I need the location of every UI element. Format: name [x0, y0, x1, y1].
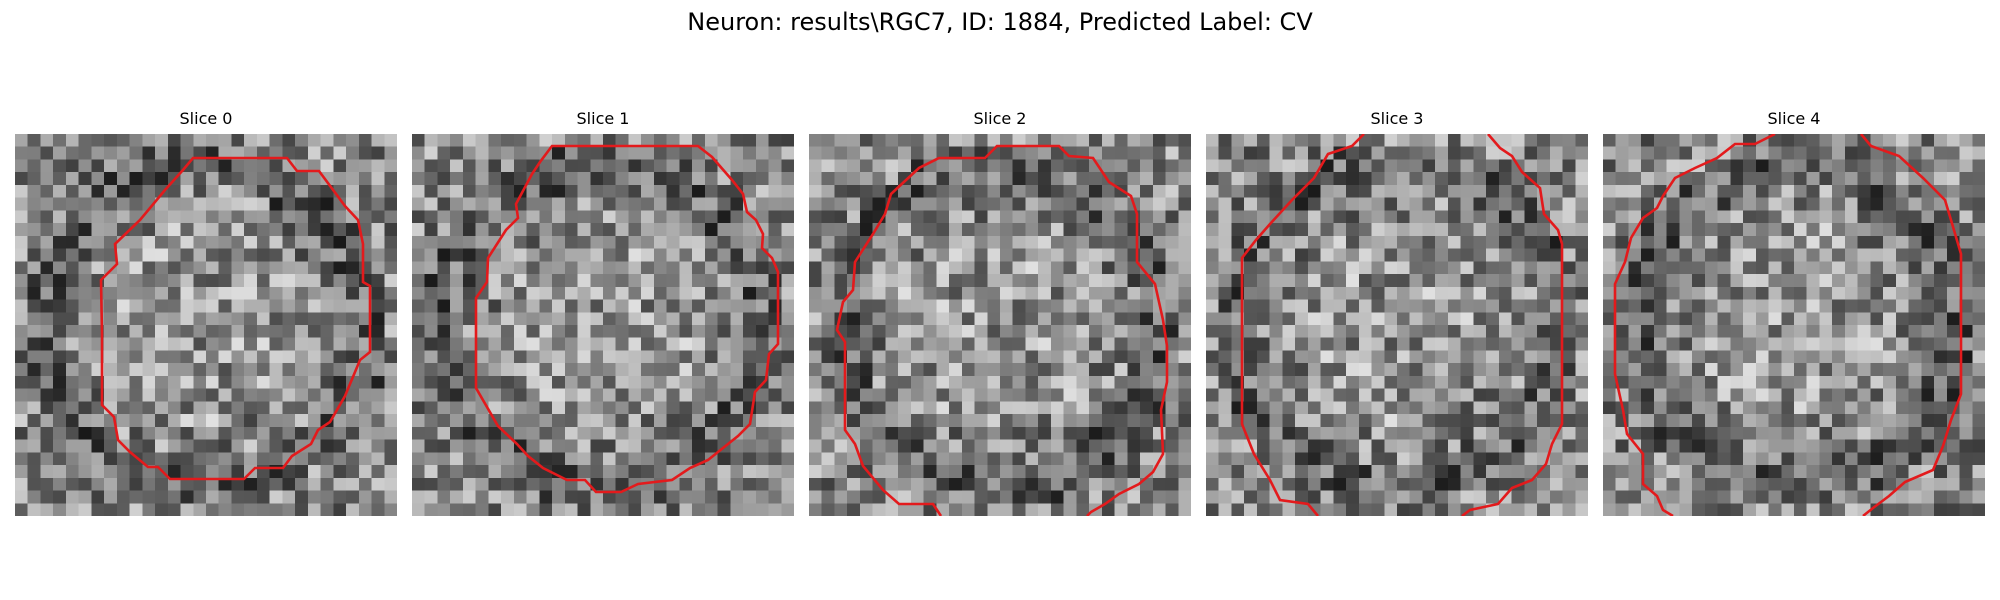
slice-4-contour-right — [1860, 134, 1963, 516]
slice-0-contour — [99, 156, 372, 481]
slice-4-panel — [1603, 134, 1985, 516]
slice-3-title: Slice 3 — [1370, 109, 1424, 128]
slice-4-contour-layer — [1613, 134, 1963, 516]
slice-0-title: Slice 0 — [179, 109, 233, 128]
slice-3-image — [1206, 134, 1588, 516]
slice-0-panel — [15, 134, 397, 516]
slice-1-contour-layer — [474, 144, 780, 494]
slice-0-contour-layer — [99, 156, 372, 481]
slice-4-image — [1603, 134, 1985, 516]
figure-title: Neuron: results\RGC7, ID: 1884, Predicte… — [687, 8, 1313, 36]
slice-4-contour — [1613, 134, 1776, 516]
slice-3-panel — [1206, 134, 1588, 516]
slice-1-panel — [412, 134, 794, 516]
slice-4-title: Slice 4 — [1767, 109, 1821, 128]
slice-1-title: Slice 1 — [576, 109, 630, 128]
slice-2-panel — [809, 134, 1191, 516]
slice-3-contour-layer — [1240, 134, 1564, 516]
slice-1-contour — [474, 144, 780, 494]
slice-3-contour — [1240, 134, 1365, 516]
slice-2-image — [809, 134, 1191, 516]
slice-2-contour — [835, 144, 1169, 516]
slice-2-title: Slice 2 — [973, 109, 1027, 128]
slice-3-contour-right — [1461, 134, 1564, 516]
slice-2-contour-layer — [835, 144, 1169, 516]
slice-0-image — [15, 134, 397, 516]
